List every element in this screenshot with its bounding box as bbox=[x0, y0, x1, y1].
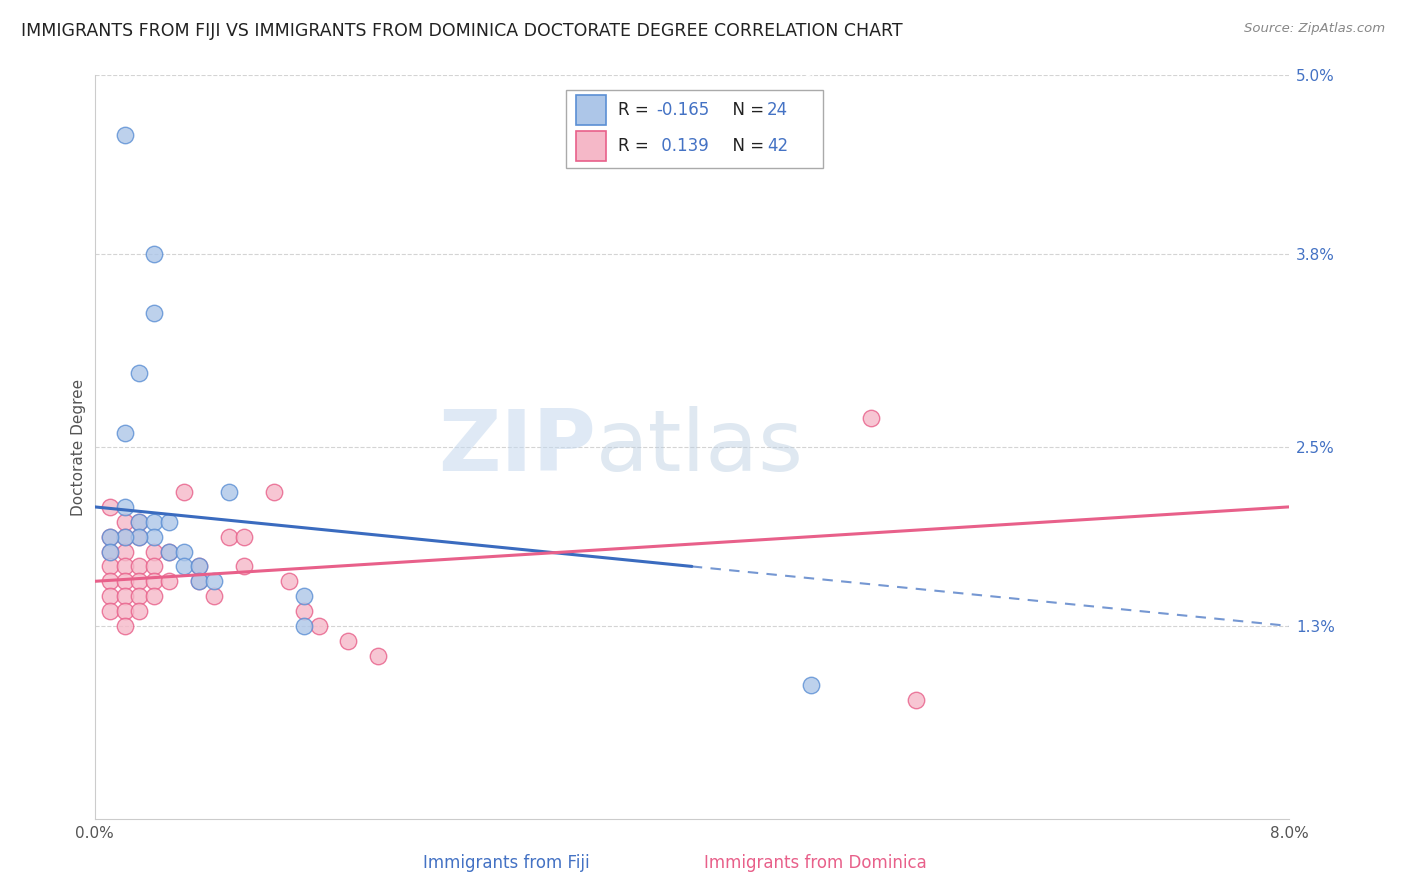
Text: Immigrants from Dominica: Immigrants from Dominica bbox=[704, 855, 927, 872]
Point bbox=[157, 544, 180, 558]
Text: IMMIGRANTS FROM FIJI VS IMMIGRANTS FROM DOMINICA DOCTORATE DEGREE CORRELATION CH: IMMIGRANTS FROM FIJI VS IMMIGRANTS FROM … bbox=[21, 22, 903, 40]
Point bbox=[157, 544, 180, 558]
Point bbox=[98, 530, 121, 544]
Point bbox=[277, 574, 299, 589]
Point bbox=[367, 648, 389, 663]
Text: N =: N = bbox=[721, 137, 769, 155]
Point bbox=[128, 515, 150, 529]
Point bbox=[188, 574, 211, 589]
Text: ZIP: ZIP bbox=[439, 406, 596, 489]
Point bbox=[114, 559, 136, 574]
Point bbox=[98, 544, 121, 558]
Text: Source: ZipAtlas.com: Source: ZipAtlas.com bbox=[1244, 22, 1385, 36]
FancyBboxPatch shape bbox=[576, 131, 606, 161]
Point bbox=[173, 544, 195, 558]
Point bbox=[263, 485, 285, 500]
Point bbox=[128, 530, 150, 544]
Point bbox=[143, 589, 166, 603]
Point bbox=[98, 544, 121, 558]
Point bbox=[143, 247, 166, 261]
Text: 0.139: 0.139 bbox=[657, 137, 709, 155]
Text: Immigrants from Fiji: Immigrants from Fiji bbox=[423, 855, 589, 872]
Point bbox=[202, 574, 225, 589]
Point bbox=[143, 544, 166, 558]
Point bbox=[143, 559, 166, 574]
Point bbox=[114, 574, 136, 589]
Text: 42: 42 bbox=[768, 137, 789, 155]
Point bbox=[157, 515, 180, 529]
Point bbox=[188, 574, 211, 589]
Point bbox=[904, 693, 927, 707]
Point bbox=[143, 306, 166, 320]
Point bbox=[292, 619, 315, 633]
Point bbox=[128, 559, 150, 574]
Point bbox=[128, 530, 150, 544]
Point bbox=[308, 619, 330, 633]
Point bbox=[114, 128, 136, 142]
Text: R =: R = bbox=[617, 102, 654, 120]
Point bbox=[188, 559, 211, 574]
Point bbox=[292, 589, 315, 603]
Point bbox=[98, 530, 121, 544]
Point bbox=[859, 410, 882, 425]
Point bbox=[98, 589, 121, 603]
Text: R =: R = bbox=[617, 137, 654, 155]
Point bbox=[218, 530, 240, 544]
Point bbox=[128, 366, 150, 380]
Point bbox=[128, 604, 150, 618]
Point bbox=[202, 589, 225, 603]
Point bbox=[114, 515, 136, 529]
Point bbox=[800, 678, 823, 692]
Point bbox=[218, 485, 240, 500]
Point bbox=[233, 559, 256, 574]
Point bbox=[188, 559, 211, 574]
Point bbox=[114, 619, 136, 633]
Point bbox=[114, 425, 136, 440]
Point bbox=[98, 500, 121, 514]
Point bbox=[143, 574, 166, 589]
Point bbox=[143, 515, 166, 529]
Point bbox=[114, 500, 136, 514]
Point bbox=[114, 604, 136, 618]
Point bbox=[114, 544, 136, 558]
Point bbox=[173, 559, 195, 574]
Point bbox=[233, 530, 256, 544]
Text: atlas: atlas bbox=[596, 406, 804, 489]
Point bbox=[98, 604, 121, 618]
Text: -0.165: -0.165 bbox=[657, 102, 709, 120]
Y-axis label: Doctorate Degree: Doctorate Degree bbox=[72, 379, 86, 516]
Point bbox=[143, 530, 166, 544]
Point bbox=[337, 633, 360, 648]
Point bbox=[114, 530, 136, 544]
Point bbox=[128, 515, 150, 529]
FancyBboxPatch shape bbox=[576, 95, 606, 125]
Point bbox=[173, 485, 195, 500]
Point bbox=[98, 574, 121, 589]
Text: 24: 24 bbox=[768, 102, 789, 120]
FancyBboxPatch shape bbox=[567, 90, 823, 169]
Point bbox=[157, 574, 180, 589]
Point bbox=[292, 604, 315, 618]
Point bbox=[128, 574, 150, 589]
Point bbox=[114, 530, 136, 544]
Point bbox=[98, 559, 121, 574]
Text: N =: N = bbox=[721, 102, 769, 120]
Point bbox=[128, 589, 150, 603]
Point bbox=[114, 589, 136, 603]
